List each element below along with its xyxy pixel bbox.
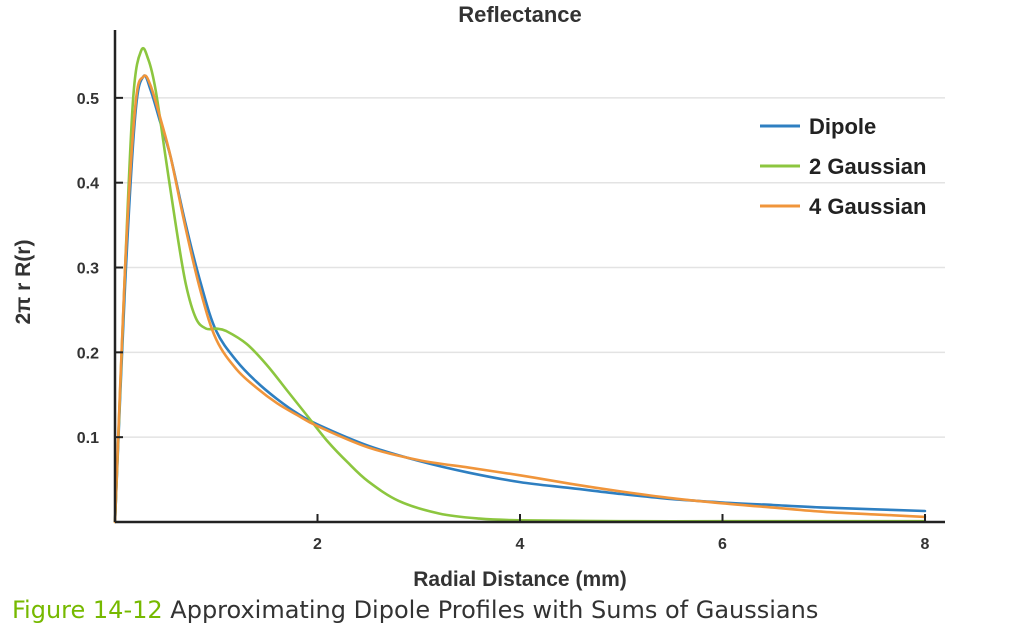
x-tick-label: 2 bbox=[313, 536, 322, 553]
y-tick-label: 0.2 bbox=[77, 345, 99, 362]
tick-labels: 0.1 0.2 0.3 0.4 0.5 2 4 6 8 bbox=[77, 91, 930, 553]
x-tick-label: 8 bbox=[921, 536, 930, 553]
legend-label-4-gaussian: 4 Gaussian bbox=[809, 194, 926, 219]
figure-number: Figure 14-12 bbox=[12, 596, 163, 624]
y-tick-label: 0.3 bbox=[77, 261, 99, 278]
y-tick-label: 0.5 bbox=[77, 91, 99, 108]
x-tick-label: 4 bbox=[516, 536, 525, 553]
x-axis-label: Radial Distance (mm) bbox=[413, 568, 627, 591]
x-tick-label: 6 bbox=[718, 536, 727, 553]
figure-caption-text: Approximating Dipole Profiles with Sums … bbox=[170, 596, 819, 624]
figure-caption: Figure 14-12 Approximating Dipole Profil… bbox=[12, 596, 818, 624]
series-lines bbox=[113, 46, 927, 524]
y-tick-label: 0.1 bbox=[77, 430, 99, 447]
legend-label-2-gaussian: 2 Gaussian bbox=[809, 154, 926, 179]
y-axis-label: 2π r R(r) bbox=[12, 240, 35, 325]
series-line-2-gaussian bbox=[113, 46, 927, 524]
axes bbox=[113, 30, 945, 524]
legend: Dipole 2 Gaussian 4 Gaussian bbox=[760, 114, 926, 219]
series-line-4-gaussian bbox=[113, 74, 927, 524]
y-tick-label: 0.4 bbox=[77, 176, 99, 193]
legend-label-dipole: Dipole bbox=[809, 114, 876, 139]
grid-lines bbox=[115, 97, 945, 438]
series-line-dipole bbox=[113, 74, 927, 524]
chart-title: Reflectance bbox=[458, 2, 582, 27]
reflectance-chart: Reflectance 0.1 0.2 0.3 0.4 0.5 2 4 6 8 Radial D… bbox=[12, 2, 945, 591]
